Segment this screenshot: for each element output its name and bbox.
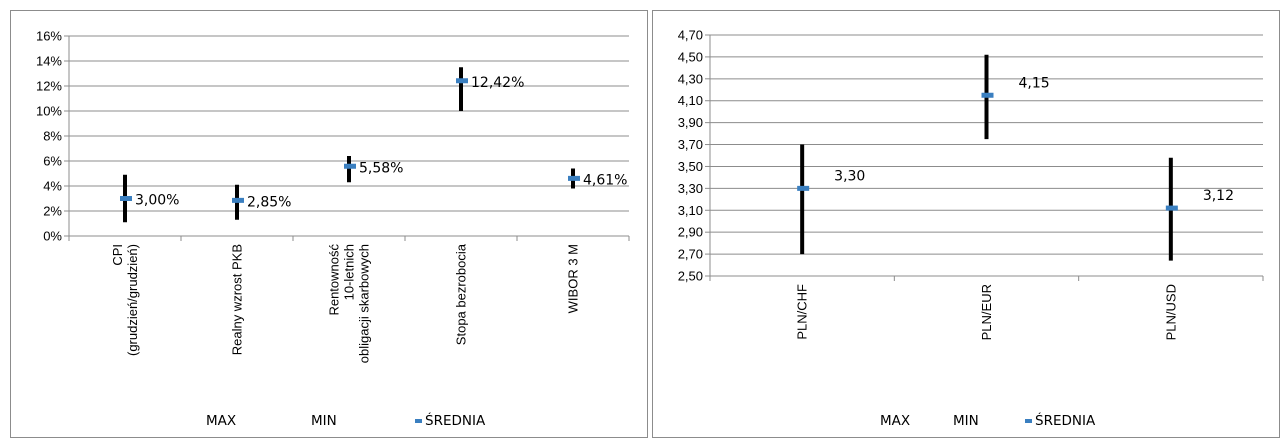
data-label: 4,61% [583,172,627,188]
category-label-line: PLN/EUR [979,284,994,340]
y-tick-label: 4,30 [678,71,703,86]
y-tick-label: 2% [43,204,62,219]
data-label: 5,58% [359,160,403,176]
legend: MAX MIN ŚREDNIA [206,411,486,429]
legend-item-label: MIN [311,413,337,429]
y-tick-label: 8% [43,129,62,144]
y-tick-label: 14% [36,54,62,69]
category-label-line: CPI [110,244,125,266]
y-tick-label: 2,70 [678,247,703,262]
category-label-line: obligacji skarbowych [357,244,372,363]
data-label: 3,00% [135,193,179,209]
y-tick-label: 2,50 [678,269,703,284]
category-label-line: PLN/CHF [795,284,810,340]
y-tick-label: 16% [36,29,62,44]
mean-marker [797,185,810,191]
mean-marker [232,197,244,203]
y-tick-label: 2,90 [678,225,703,240]
legend-item-label: ŚREDNIA [1035,411,1096,429]
y-tick-label: 3,10 [678,203,703,218]
y-tick-label: 4% [43,179,62,194]
category-label: PLN/EUR [979,284,994,340]
category-label-line: (grudzień/grudzień) [125,244,140,356]
category-label: CPI (grudzień/grudzień) [110,244,140,356]
y-tick-label: 4,70 [678,28,703,43]
legend-mean-swatch [415,419,422,423]
data-label: 12,42% [471,75,524,91]
category-label-line: Realny wzrost PKB [230,244,245,355]
legend-item-label: ŚREDNIA [425,411,486,429]
category-label: PLN/CHF [795,284,810,340]
category-label: PLN/USD [1163,284,1178,340]
y-tick-label: 3,90 [678,115,703,130]
category-label-line: Rentowność [327,244,342,316]
mean-marker [568,175,580,181]
category-label: Rentowność 10-letnich obligacji skarbowych [327,244,372,364]
mean-marker [344,163,356,169]
category-label: Realny wzrost PKB [230,244,245,355]
data-label: 2,85% [247,194,291,210]
category-label-line: 10-letnich [342,244,357,300]
y-tick-label: 6% [43,154,62,169]
mean-marker [456,78,468,84]
y-tick-label: 12% [36,79,62,94]
legend-item-label: MAX [206,413,236,429]
category-label-line: Stopa bezrobocia [454,243,469,345]
data-label: 3,12 [1203,188,1234,204]
y-tick-label: 4,50 [678,49,703,64]
legend-mean-swatch [1025,419,1032,423]
category-label: WIBOR 3 M [566,244,581,313]
y-tick-label: 10% [36,104,62,119]
legend-item-label: MAX [880,413,910,429]
chart-panel-currencies: 2,50 2,70 2,90 3,10 3,30 3,50 3,70 3,90 4,10 4,30… [652,10,1280,438]
legend-item-label: MIN [953,413,979,429]
category-label-line: WIBOR 3 M [566,244,581,313]
y-tick-label: 3,70 [678,137,703,152]
mean-marker [1165,205,1178,211]
data-label: 4,15 [1019,75,1050,91]
chart-panel-indicators: 0% 2% 4% 6% 8% 10% 12% 14% 16% 3,00% CPI (grudzień/… [10,10,648,438]
mean-marker [981,92,994,98]
y-tick-label: 4,10 [678,93,703,108]
mean-marker [120,196,132,201]
category-label-line: PLN/USD [1163,284,1178,340]
chart-indicators: 0% 2% 4% 6% 8% 10% 12% 14% 16% 3,00% CPI (grudzień/… [36,29,630,429]
y-tick-label: 3,30 [678,181,703,196]
y-tick-label: 3,50 [678,159,703,174]
category-label: Stopa bezrobocia [454,243,469,345]
y-tick-label: 0% [43,229,62,244]
legend: MAX MIN ŚREDNIA [880,411,1096,429]
data-label: 3,30 [834,168,865,184]
chart-currencies: 2,50 2,70 2,90 3,10 3,30 3,50 3,70 3,90 4,10 4,30… [678,28,1264,429]
